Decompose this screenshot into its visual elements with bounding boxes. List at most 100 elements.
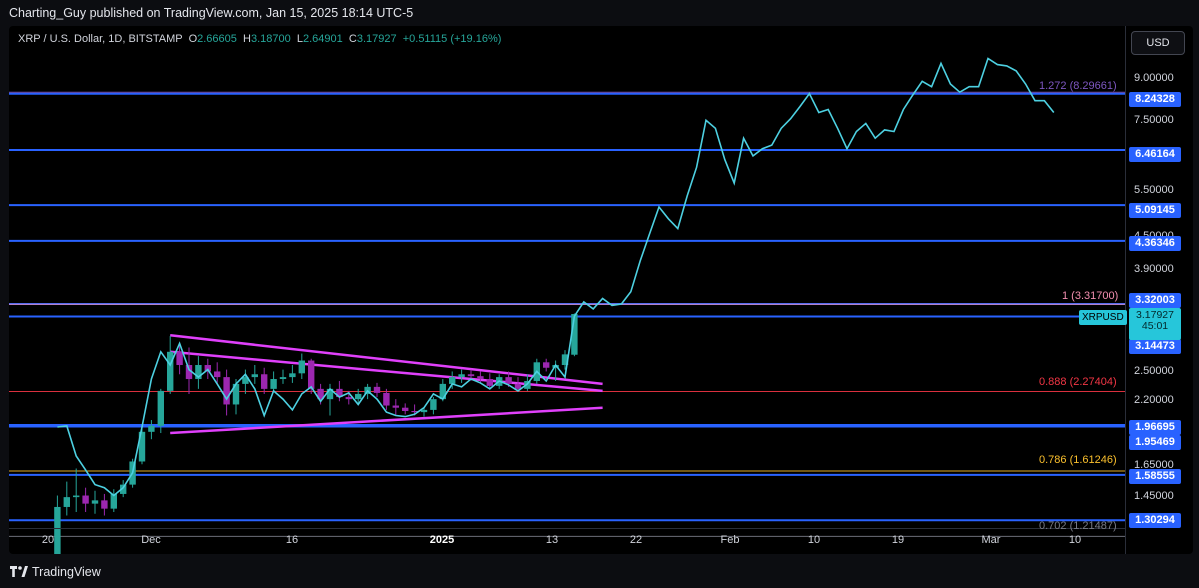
candle-body <box>176 351 183 366</box>
candle-body <box>279 377 287 380</box>
candle-body <box>242 377 249 384</box>
candle-body <box>148 425 155 432</box>
close-key: C <box>348 33 357 45</box>
y-tick-label: 3.90000 <box>1134 263 1174 275</box>
candle-body <box>317 388 324 400</box>
candle-body <box>524 380 531 389</box>
candle-body <box>458 374 465 378</box>
candle-body <box>402 407 409 412</box>
fib-label-1272: 1.272 (8.29661) <box>1039 80 1117 92</box>
price-axis-separator <box>1125 26 1126 554</box>
projection-line <box>57 57 1055 497</box>
level-price-tag[interactable]: 1.58555 <box>1129 469 1181 484</box>
high-value: 3.18700 <box>250 33 291 45</box>
last-price-tag: 3.17927 45:01 <box>1129 308 1181 340</box>
y-tick-label: 9.00000 <box>1134 72 1174 84</box>
candle-body <box>308 360 315 389</box>
y-tick-label: 7.50000 <box>1134 114 1174 126</box>
level-price-tag[interactable]: 6.46164 <box>1129 147 1181 162</box>
symbol-title[interactable]: XRP / U.S. Dollar, 1D, BITSTAMP <box>18 33 183 45</box>
candle-body <box>91 500 99 504</box>
candle-body <box>298 360 305 374</box>
level-price-tag[interactable]: 1.96695 <box>1129 420 1181 435</box>
x-tick-label: 2025 <box>429 534 455 546</box>
price-chart[interactable] <box>9 26 1193 554</box>
candle-body <box>54 506 61 554</box>
open-value: 2.66605 <box>197 33 237 45</box>
x-tick-label: 20 <box>41 534 55 546</box>
footer-brand-label: TradingView <box>32 565 101 579</box>
candle-body <box>232 383 240 405</box>
candle-body <box>392 405 399 408</box>
level-price-tag[interactable]: 3.32003 <box>1129 293 1181 308</box>
candle-body <box>289 373 296 378</box>
x-tick-label: 16 <box>285 534 299 546</box>
candle-body <box>449 377 456 384</box>
chart-panel[interactable]: XRP / U.S. Dollar, 1D, BITSTAMP O2.66605… <box>9 26 1193 554</box>
candle-body <box>430 399 437 410</box>
ohlc-legend: XRP / U.S. Dollar, 1D, BITSTAMP O2.66605… <box>18 33 501 45</box>
candle-body <box>214 371 221 378</box>
publisher-header: Charting_Guy published on TradingView.co… <box>0 0 1199 26</box>
footer-brand[interactable]: TradingView <box>0 557 1199 587</box>
x-tick-label: 13 <box>545 534 559 546</box>
triangle-trendline <box>170 334 603 386</box>
candle-body <box>138 431 146 462</box>
fib-label-0888: 0.888 (2.27404) <box>1039 376 1117 388</box>
candle-body <box>120 484 127 494</box>
candle-body <box>383 392 390 406</box>
candle-body <box>73 495 80 498</box>
close-value: 3.17927 <box>356 33 397 45</box>
candle-body <box>326 388 334 400</box>
high-key: H <box>243 33 251 45</box>
level-price-tag[interactable]: 1.95469 <box>1129 435 1181 450</box>
candle-body <box>167 351 174 391</box>
fib-label-0786: 0.786 (1.61246) <box>1039 454 1117 466</box>
x-tick-label: 22 <box>629 534 643 546</box>
level-price-tag[interactable]: 5.09145 <box>1129 203 1181 218</box>
time-axis-separator <box>9 528 1125 529</box>
x-tick-label: Mar <box>981 534 1001 546</box>
candle-body <box>543 362 550 368</box>
candle-body <box>223 377 230 405</box>
low-value: 2.64901 <box>302 33 343 45</box>
candle-body <box>439 383 446 400</box>
bar-countdown: 45:01 <box>1141 320 1169 332</box>
level-price-tag[interactable]: 1.30294 <box>1129 513 1181 528</box>
candle-body <box>82 495 89 504</box>
level-price-tag[interactable]: 3.14473 <box>1129 339 1181 354</box>
candle-body <box>467 374 475 377</box>
y-tick-label: 1.45000 <box>1134 490 1174 502</box>
candle-body <box>110 493 117 509</box>
y-tick-label: 2.20000 <box>1134 394 1174 406</box>
y-tick-label: 2.50000 <box>1134 365 1174 377</box>
last-price-value: 3.17927 <box>1136 309 1174 321</box>
candle-body <box>355 393 362 400</box>
tradingview-logo-icon <box>10 558 28 588</box>
x-tick-label: 10 <box>1068 534 1082 546</box>
candle-body <box>185 365 193 380</box>
candle-body <box>251 374 258 378</box>
level-price-tag[interactable]: 4.36346 <box>1129 236 1181 251</box>
y-tick-label: 5.50000 <box>1134 184 1174 196</box>
currency-button[interactable]: USD <box>1131 31 1185 55</box>
candle-body <box>486 379 493 386</box>
symbol-tag: XRPUSD <box>1079 310 1127 325</box>
fib-label-0702: 0.702 (1.21487) <box>1039 520 1117 532</box>
candle-body <box>270 379 277 389</box>
candle-body <box>411 411 418 413</box>
x-tick-label: Feb <box>720 534 740 546</box>
x-tick-label: 19 <box>891 534 905 546</box>
candle-body <box>514 383 522 389</box>
candle-body <box>345 397 352 400</box>
candle-body <box>373 386 381 393</box>
change-value: +0.51115 (+19.16%) <box>402 33 502 45</box>
candle-body <box>195 365 202 380</box>
candle-body <box>571 314 578 355</box>
x-tick-label: 10 <box>807 534 821 546</box>
candle-body <box>261 374 268 389</box>
level-price-tag[interactable]: 8.24328 <box>1129 92 1181 107</box>
fib-label-1: 1 (3.31700) <box>1062 290 1119 302</box>
candle-body <box>63 497 70 507</box>
candle-body <box>477 376 484 380</box>
